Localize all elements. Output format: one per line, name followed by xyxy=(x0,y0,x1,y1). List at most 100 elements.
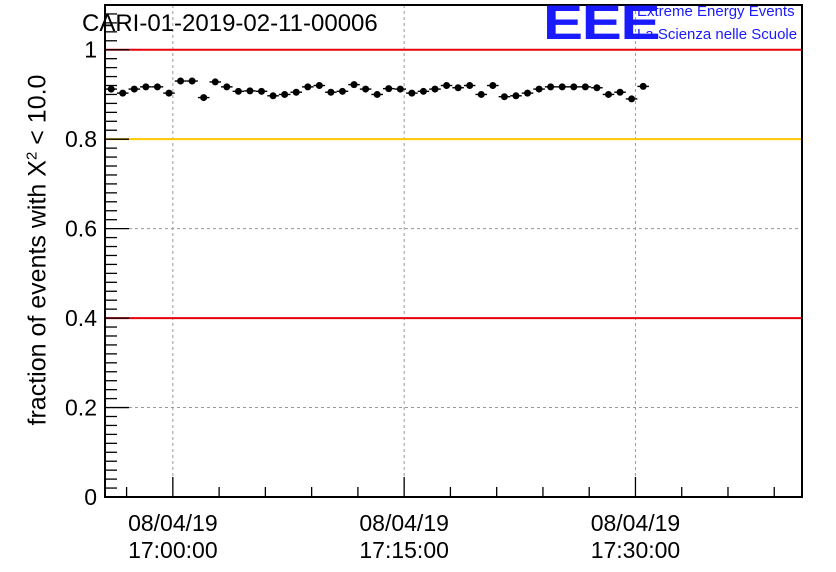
point-marker xyxy=(477,90,485,98)
point-marker xyxy=(223,83,231,91)
x-tick-date-0: 08/04/19 xyxy=(128,510,218,536)
data-point-33 xyxy=(487,82,499,90)
data-point-3 xyxy=(140,83,152,91)
data-point-24 xyxy=(382,85,395,93)
point-marker xyxy=(165,89,173,97)
point-marker xyxy=(327,88,335,96)
data-point-25 xyxy=(394,85,407,93)
data-point-34 xyxy=(498,93,511,101)
x-tick-clock-2: 17:30:00 xyxy=(591,537,681,563)
data-point-21 xyxy=(348,81,360,89)
point-marker xyxy=(431,85,439,93)
point-marker xyxy=(593,84,601,92)
data-point-43 xyxy=(602,90,615,98)
logo-line-1: Extreme Energy Events xyxy=(637,3,795,20)
point-marker xyxy=(524,89,532,97)
y-label-suffix: < 10.0 xyxy=(23,74,52,152)
data-point-20 xyxy=(336,87,349,95)
point-marker xyxy=(142,83,150,91)
axis-ticks xyxy=(105,4,775,498)
data-point-26 xyxy=(406,89,418,97)
data-point-0 xyxy=(105,85,117,93)
point-marker xyxy=(107,85,115,93)
point-marker xyxy=(269,92,277,100)
data-point-16 xyxy=(290,88,302,96)
data-point-1 xyxy=(116,89,129,97)
data-point-44 xyxy=(614,88,626,96)
data-points xyxy=(105,77,649,103)
data-point-45 xyxy=(625,95,638,103)
point-marker xyxy=(385,85,393,93)
data-point-14 xyxy=(267,92,279,100)
point-marker xyxy=(466,82,474,90)
point-marker xyxy=(396,85,404,93)
plot-frame xyxy=(104,4,803,498)
y-axis-label: fraction of events with X2 < 10.0 xyxy=(23,75,52,426)
y-tick-label-5: 1 xyxy=(84,37,97,63)
logo-line-2: La Scienza nelle Scuole xyxy=(637,26,798,43)
point-marker xyxy=(153,83,161,91)
data-point-4 xyxy=(151,83,164,91)
point-marker xyxy=(408,89,416,97)
point-marker xyxy=(581,83,589,91)
point-marker xyxy=(338,87,346,95)
data-point-5 xyxy=(163,89,175,97)
point-marker xyxy=(419,87,427,95)
point-marker xyxy=(177,77,185,85)
point-marker xyxy=(281,90,289,98)
data-point-2 xyxy=(128,85,141,93)
point-marker xyxy=(362,85,370,93)
tick-labels: 00.20.40.60.8108/04/1917:00:0008/04/1917… xyxy=(65,37,680,563)
point-marker xyxy=(639,82,647,90)
y-tick-label-1: 0.2 xyxy=(65,395,97,421)
point-marker xyxy=(454,84,462,92)
data-point-22 xyxy=(359,85,372,93)
data-point-30 xyxy=(452,84,464,92)
data-point-18 xyxy=(313,82,326,90)
reference-lines xyxy=(105,48,802,320)
point-marker xyxy=(628,95,636,103)
y-tick-label-0: 0 xyxy=(84,484,97,510)
point-marker xyxy=(547,83,555,91)
point-marker xyxy=(292,88,300,96)
x-tick-date-2: 08/04/19 xyxy=(591,510,681,536)
data-point-36 xyxy=(521,89,534,97)
point-marker xyxy=(119,89,127,97)
data-point-11 xyxy=(232,87,245,95)
y-tick-label-2: 0.4 xyxy=(65,305,97,331)
point-marker xyxy=(188,77,196,85)
point-marker xyxy=(604,90,612,98)
point-marker xyxy=(373,90,381,98)
data-point-40 xyxy=(567,83,580,91)
point-marker xyxy=(558,83,566,91)
data-point-32 xyxy=(475,90,488,98)
data-point-7 xyxy=(186,77,198,85)
data-point-19 xyxy=(325,88,337,96)
y-tick-label-3: 0.6 xyxy=(65,216,97,242)
data-point-10 xyxy=(221,83,233,91)
data-point-12 xyxy=(244,87,256,95)
y-tick-label-4: 0.8 xyxy=(65,126,97,152)
data-point-27 xyxy=(417,87,430,95)
data-point-42 xyxy=(591,84,603,92)
point-marker xyxy=(234,87,242,95)
data-point-13 xyxy=(255,87,268,95)
data-point-9 xyxy=(209,78,222,86)
eee-logo-mark: EEE xyxy=(543,0,661,50)
x-tick-date-1: 08/04/19 xyxy=(359,510,449,536)
y-label-exponent: 2 xyxy=(23,151,41,161)
data-point-39 xyxy=(556,83,568,91)
data-point-37 xyxy=(533,85,545,93)
point-marker xyxy=(246,87,254,95)
data-point-38 xyxy=(544,83,557,91)
point-marker xyxy=(500,93,508,101)
y-label-symbol: X xyxy=(23,160,52,177)
grid-lines xyxy=(105,5,802,497)
data-point-46 xyxy=(637,82,649,90)
point-marker xyxy=(200,94,208,102)
data-point-41 xyxy=(579,83,592,91)
data-point-28 xyxy=(429,85,441,93)
point-marker xyxy=(443,82,451,90)
data-point-8 xyxy=(197,94,210,102)
